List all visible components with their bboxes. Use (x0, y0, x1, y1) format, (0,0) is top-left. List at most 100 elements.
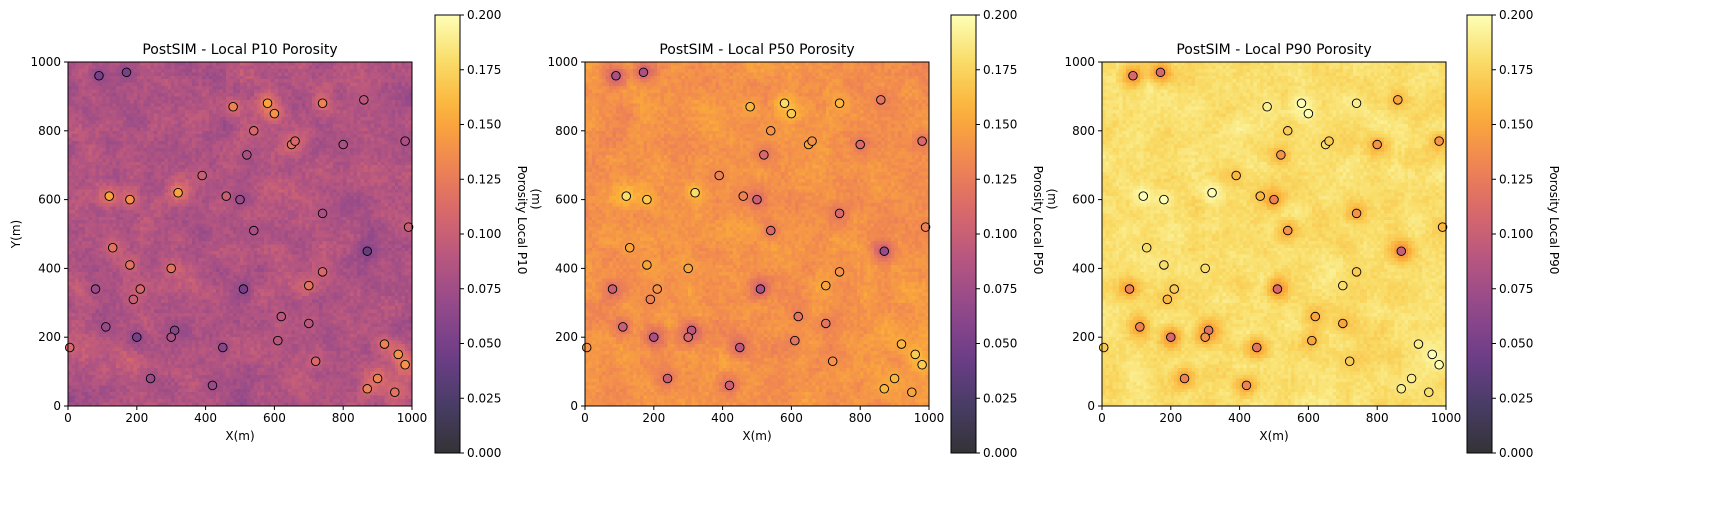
heatmap-cell (388, 93, 392, 97)
heatmap-cell (171, 83, 175, 87)
heatmap-cell (175, 220, 179, 224)
heatmap-cell (350, 179, 354, 183)
heatmap-cell (216, 193, 220, 197)
heatmap-cell (388, 96, 392, 100)
heatmap-cell (219, 124, 223, 128)
heatmap-cell (185, 206, 189, 210)
heatmap-cell (92, 151, 96, 155)
heatmap-cell (285, 148, 289, 152)
heatmap-cell (209, 96, 213, 100)
heatmap-cell (92, 186, 96, 190)
heatmap-cell (402, 162, 406, 166)
heatmap-cell (326, 220, 330, 224)
heatmap-cell (261, 145, 265, 149)
heatmap-cell (268, 131, 272, 135)
heatmap-cell (154, 117, 158, 121)
heatmap-cell (398, 172, 402, 176)
heatmap-cell (199, 224, 203, 228)
heatmap-cell (126, 162, 130, 166)
heatmap-cell (223, 117, 227, 121)
heatmap-cell (230, 127, 234, 131)
heatmap-cell (340, 65, 344, 69)
heatmap-cell (384, 83, 388, 87)
heatmap-cell (147, 155, 151, 159)
heatmap-cell (309, 189, 313, 193)
heatmap-cell (357, 227, 361, 231)
heatmap-cell (168, 100, 172, 104)
heatmap-cell (354, 151, 358, 155)
heatmap-cell (316, 134, 320, 138)
heatmap-cell (402, 65, 406, 69)
heatmap-cell (274, 169, 278, 173)
heatmap-cell (364, 169, 368, 173)
heatmap-cell (82, 186, 86, 190)
heatmap-cell (354, 179, 358, 183)
heatmap-cell (298, 210, 302, 214)
heatmap-cell (233, 220, 237, 224)
heatmap-cell (106, 182, 110, 186)
heatmap-cell (164, 103, 168, 107)
heatmap-cell (185, 79, 189, 83)
heatmap-cell (274, 186, 278, 190)
heatmap-cell (323, 127, 327, 131)
heatmap-cell (247, 203, 251, 207)
heatmap-cell (250, 165, 254, 169)
heatmap-cell (202, 110, 206, 114)
heatmap-cell (154, 124, 158, 128)
heatmap-cell (343, 165, 347, 169)
heatmap-cell (305, 72, 309, 76)
heatmap-cell (199, 79, 203, 83)
heatmap-cell (82, 127, 86, 131)
heatmap-cell (261, 224, 265, 228)
heatmap-cell (206, 72, 210, 76)
heatmap-cell (116, 158, 120, 162)
heatmap-cell (164, 227, 168, 231)
heatmap-cell (278, 203, 282, 207)
heatmap-cell (126, 114, 130, 118)
heatmap-cell (302, 155, 306, 159)
heatmap-cell (354, 213, 358, 217)
heatmap-cell (226, 69, 230, 73)
heatmap-cell (126, 127, 130, 131)
heatmap-cell (75, 96, 79, 100)
heatmap-cell (133, 172, 137, 176)
heatmap-cell (302, 217, 306, 221)
heatmap-cell (230, 158, 234, 162)
heatmap-cell (219, 141, 223, 145)
heatmap-cell (199, 193, 203, 197)
heatmap-cell (106, 162, 110, 166)
heatmap-cell (71, 93, 75, 97)
heatmap-cell (157, 172, 161, 176)
heatmap-cell (223, 110, 227, 114)
heatmap-cell (312, 127, 316, 131)
heatmap-cell (202, 231, 206, 235)
heatmap-cell (316, 114, 320, 118)
heatmap-cell (85, 127, 89, 131)
heatmap-cell (219, 210, 223, 214)
heatmap-cell (185, 114, 189, 118)
heatmap-cell (354, 134, 358, 138)
heatmap-cell (188, 193, 192, 197)
heatmap-cell (126, 141, 130, 145)
heatmap-cell (92, 120, 96, 124)
heatmap-cell (340, 189, 344, 193)
heatmap-cell (271, 90, 275, 94)
heatmap-cell (257, 79, 261, 83)
heatmap-cell (250, 179, 254, 183)
heatmap-cell (295, 151, 299, 155)
heatmap-cell (357, 124, 361, 128)
heatmap-cell (254, 110, 258, 114)
heatmap-cell (157, 206, 161, 210)
heatmap-cell (378, 120, 382, 124)
heatmap-cell (216, 182, 220, 186)
heatmap-cell (247, 90, 251, 94)
heatmap-cell (182, 182, 186, 186)
heatmap-cell (388, 162, 392, 166)
heatmap-cell (271, 124, 275, 128)
heatmap-cell (319, 158, 323, 162)
heatmap-cell (71, 151, 75, 155)
heatmap-cell (371, 114, 375, 118)
heatmap-cell (157, 86, 161, 90)
heatmap-cell (298, 103, 302, 107)
heatmap-cell (226, 86, 230, 90)
